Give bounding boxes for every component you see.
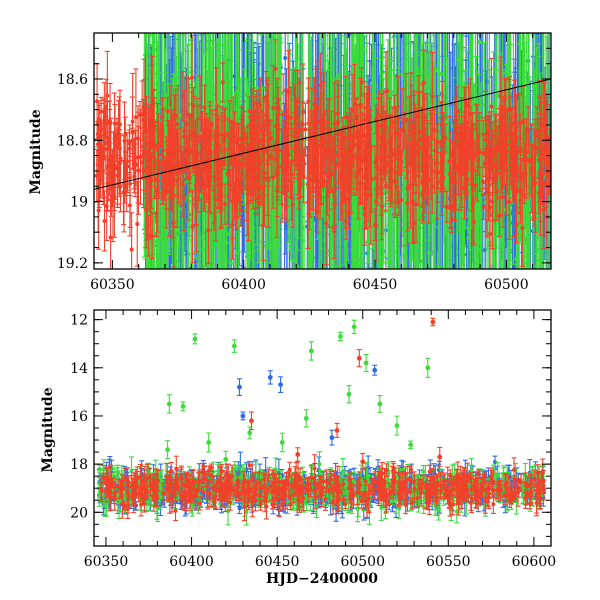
data-point — [416, 221, 421, 226]
data-point — [495, 93, 500, 98]
data-point — [338, 122, 343, 127]
data-point — [370, 80, 375, 85]
data-point — [465, 283, 469, 287]
plot-area — [94, 8, 551, 316]
data-point — [412, 270, 416, 274]
data-point — [445, 187, 450, 192]
data-point — [427, 73, 432, 78]
data-point — [439, 71, 444, 76]
data-point — [527, 207, 532, 212]
data-point — [319, 206, 324, 211]
data-point — [214, 269, 218, 273]
data-point — [475, 207, 480, 212]
data-point — [154, 47, 159, 52]
data-point — [433, 68, 438, 73]
data-point — [449, 281, 453, 285]
data-point — [303, 312, 307, 316]
data-point — [209, 94, 214, 99]
data-point — [272, 270, 276, 274]
data-point — [379, 24, 383, 28]
data-point — [227, 232, 232, 237]
data-point — [161, 276, 165, 280]
data-point — [539, 260, 544, 265]
data-point — [301, 23, 305, 27]
data-point — [268, 169, 273, 174]
data-point — [353, 220, 358, 225]
data-point — [477, 40, 482, 45]
data-point — [276, 8, 280, 12]
data-point — [319, 278, 323, 282]
data-point — [287, 202, 292, 207]
data-point — [376, 270, 380, 274]
data-point — [201, 247, 206, 252]
data-point — [283, 56, 288, 61]
data-point — [377, 255, 382, 260]
data-point — [401, 217, 406, 222]
data-point — [267, 246, 272, 251]
data-point — [525, 241, 530, 246]
data-point — [299, 89, 304, 94]
data-point — [468, 56, 473, 61]
data-point — [400, 288, 404, 292]
